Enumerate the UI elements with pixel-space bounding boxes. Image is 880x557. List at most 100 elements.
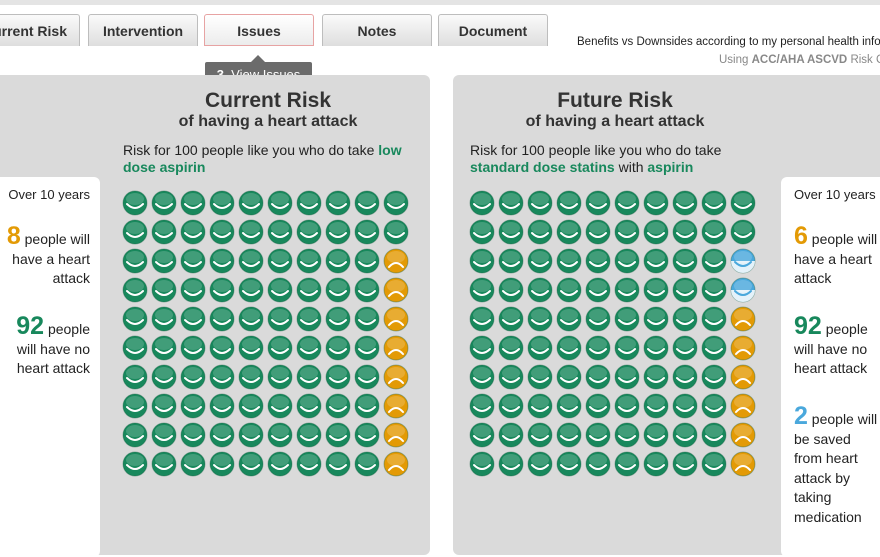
face-icon: [498, 364, 524, 390]
face-icon: [209, 190, 235, 216]
nav-tab[interactable]: Notes: [322, 14, 432, 46]
face-icon: [701, 451, 727, 477]
face-shine: [734, 367, 752, 379]
face-mouth: [705, 464, 723, 470]
face-shine: [329, 309, 347, 321]
face-mouth: [388, 407, 404, 413]
face-shine: [184, 193, 202, 205]
face-icon: [180, 190, 206, 216]
face-shine: [213, 454, 231, 466]
face-icon: [151, 277, 177, 303]
face-icon: [325, 306, 351, 332]
face-shine: [387, 251, 405, 263]
face-shine: [387, 367, 405, 379]
face-mouth: [647, 377, 665, 383]
face-outline: [469, 248, 495, 274]
face-mouth: [676, 261, 694, 267]
face-mouth: [735, 407, 751, 413]
face-icon: [498, 422, 524, 448]
face-outline: [151, 422, 177, 448]
face-icon: [672, 364, 698, 390]
face-shine: [213, 222, 231, 234]
face-mouth: [502, 290, 520, 296]
face-mouth: [502, 464, 520, 470]
face-mouth: [531, 464, 549, 470]
face-shine: [705, 425, 723, 437]
description-text: Risk for 100 people like you who do take: [123, 142, 379, 158]
face-outline: [469, 335, 495, 361]
face-shine: [647, 280, 665, 292]
face-shine: [647, 396, 665, 408]
face-shine: [242, 193, 260, 205]
face-outline: [296, 451, 322, 477]
face-outline: [209, 393, 235, 419]
face-outline: [151, 277, 177, 303]
face-mouth: [735, 465, 751, 471]
face-mouth: [155, 406, 173, 412]
face-mouth: [473, 290, 491, 296]
face-mouth: [705, 377, 723, 383]
face-outline: [498, 248, 524, 274]
face-outline: [585, 190, 611, 216]
nav-tab[interactable]: Intervention: [88, 14, 198, 46]
face-mouth: [126, 348, 144, 354]
face-icon: [325, 190, 351, 216]
face-icon: [238, 277, 264, 303]
face-mouth: [560, 464, 578, 470]
face-shine: [705, 338, 723, 350]
face-shine: [502, 367, 520, 379]
face-icon: [383, 451, 409, 477]
nav-tab[interactable]: Current Risk: [0, 14, 80, 46]
face-icon: [614, 393, 640, 419]
face-icon: [498, 190, 524, 216]
face-outline: [527, 248, 553, 274]
face-mouth: [126, 232, 144, 238]
face-icon: [209, 364, 235, 390]
header-source: Using ACC/AHA ASCVD Risk Calc: [719, 54, 880, 66]
face-mouth: [358, 377, 376, 383]
nav-tab[interactable]: Document: [438, 14, 548, 46]
face-icon: [122, 248, 148, 274]
face-mouth: [358, 261, 376, 267]
face-icon: [527, 190, 553, 216]
face-icon: [730, 277, 756, 303]
face-mouth: [618, 406, 636, 412]
face-mouth: [618, 319, 636, 325]
face-mouth: [618, 435, 636, 441]
face-mouth: [676, 377, 694, 383]
face-outline: [267, 335, 293, 361]
face-mouth: [473, 203, 491, 209]
face-shine: [589, 222, 607, 234]
face-icon: [296, 306, 322, 332]
face-mouth: [473, 464, 491, 470]
face-mouth: [618, 377, 636, 383]
face-mouth: [126, 290, 144, 296]
face-outline: [354, 335, 380, 361]
panel-title: Future Risk: [557, 89, 673, 112]
face-outline: [701, 306, 727, 332]
face-outline: [672, 364, 698, 390]
face-icon: [556, 393, 582, 419]
face-mouth: [242, 261, 260, 267]
nav-tab[interactable]: Issues: [204, 14, 314, 46]
face-outline: [238, 219, 264, 245]
face-outline: [325, 364, 351, 390]
face-icon: [643, 190, 669, 216]
face-mouth: [242, 435, 260, 441]
face-mouth: [502, 203, 520, 209]
face-mouth: [242, 290, 260, 296]
face-outline: [180, 219, 206, 245]
face-mouth: [271, 232, 289, 238]
highlight-text: standard dose statins: [470, 159, 615, 175]
face-outline: [672, 219, 698, 245]
face-mouth: [329, 319, 347, 325]
face-outline: [296, 422, 322, 448]
face-icon: [354, 364, 380, 390]
face-mouth: [705, 203, 723, 209]
face-shine: [184, 251, 202, 263]
face-mouth: [155, 232, 173, 238]
face-mouth: [155, 290, 173, 296]
face-icon: [354, 393, 380, 419]
face-icon: [469, 364, 495, 390]
face-icon: [585, 190, 611, 216]
